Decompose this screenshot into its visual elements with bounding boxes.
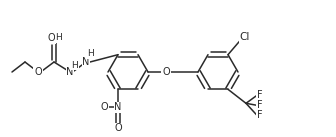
Text: H: H <box>88 49 94 58</box>
Text: N: N <box>66 67 74 77</box>
Text: O: O <box>114 123 122 133</box>
Text: O: O <box>100 102 108 112</box>
Text: O: O <box>47 33 55 43</box>
Text: Cl: Cl <box>240 32 250 42</box>
Text: F: F <box>257 90 263 100</box>
Text: O: O <box>162 67 170 77</box>
Text: N: N <box>82 57 90 67</box>
Text: H: H <box>72 61 78 69</box>
Text: H: H <box>56 34 62 42</box>
Text: N: N <box>114 102 122 112</box>
Text: O: O <box>34 67 42 77</box>
Text: F: F <box>257 100 263 110</box>
Text: F: F <box>257 110 263 120</box>
